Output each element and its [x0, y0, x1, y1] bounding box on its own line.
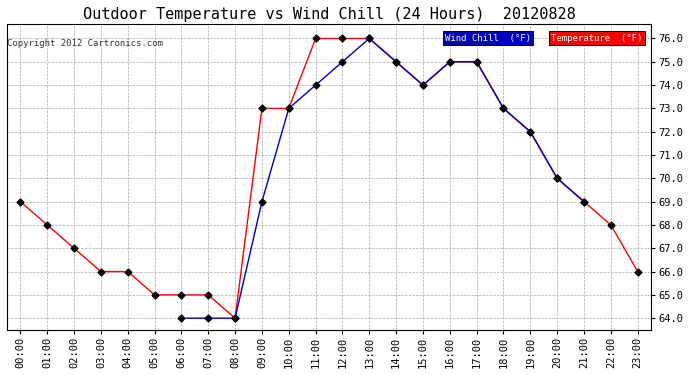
Text: Wind Chill  (°F): Wind Chill (°F) — [445, 34, 531, 43]
Text: Copyright 2012 Cartronics.com: Copyright 2012 Cartronics.com — [7, 39, 163, 48]
Title: Outdoor Temperature vs Wind Chill (24 Hours)  20120828: Outdoor Temperature vs Wind Chill (24 Ho… — [83, 7, 575, 22]
Text: Temperature  (°F): Temperature (°F) — [551, 34, 642, 43]
